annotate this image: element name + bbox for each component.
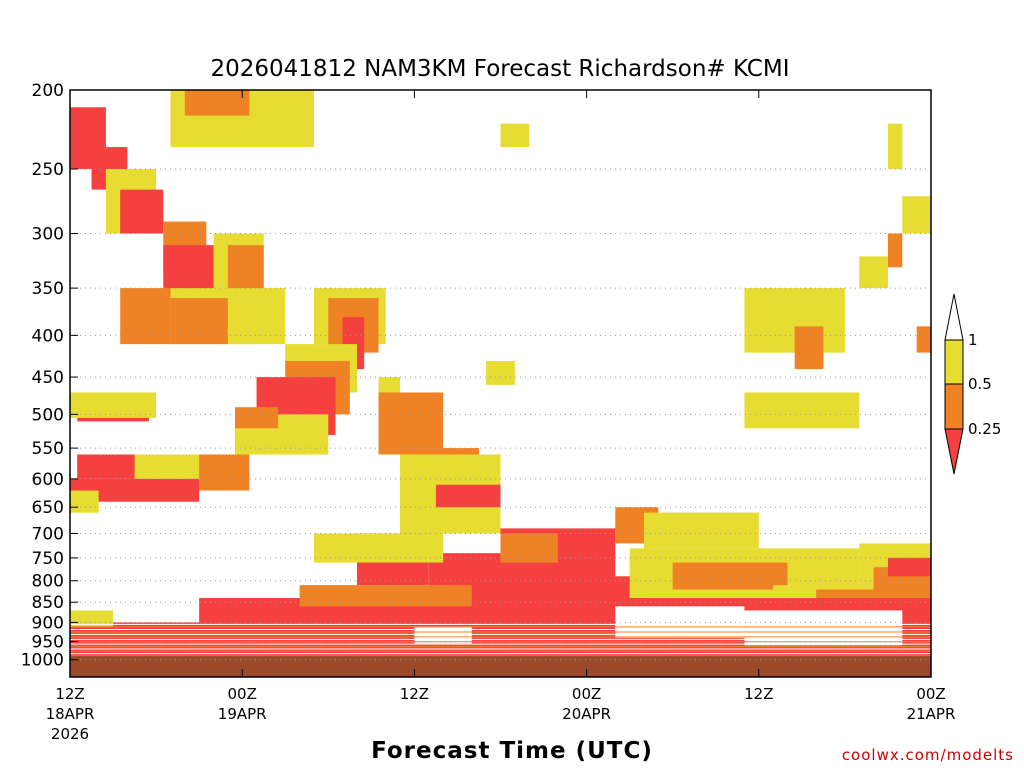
gridlines bbox=[70, 168, 931, 661]
ri-region-yellow bbox=[744, 392, 860, 429]
colorbar-bottom-arrow bbox=[944, 428, 964, 475]
ri-region-orange bbox=[378, 392, 444, 455]
y-tick-label: 500 bbox=[32, 405, 64, 425]
ri-region-red bbox=[887, 557, 931, 577]
ri-gap bbox=[744, 610, 903, 646]
ri-region-orange bbox=[299, 585, 472, 607]
y-tick-label: 550 bbox=[32, 439, 64, 459]
credit-text: coolwx.com/modelts bbox=[842, 746, 1014, 764]
x-tick-label: 00Z bbox=[916, 685, 945, 703]
y-tick-label: 600 bbox=[32, 470, 64, 490]
x-tick-label: 12Z bbox=[55, 685, 84, 703]
ri-region-red bbox=[77, 454, 135, 479]
ri-region-yellow bbox=[70, 490, 99, 513]
ri-region-orange bbox=[199, 454, 250, 491]
colorbar-tick-label: 1 bbox=[968, 331, 978, 349]
surface-band bbox=[70, 656, 931, 677]
y-tick-label: 750 bbox=[32, 549, 64, 569]
x-tick-label: 00Z bbox=[228, 685, 257, 703]
ri-region-orange bbox=[170, 298, 228, 345]
x-tick-date: 21APR bbox=[907, 705, 956, 723]
ri-region-yellow bbox=[902, 196, 931, 234]
y-tick-label: 300 bbox=[32, 225, 64, 245]
ri-region-red bbox=[120, 189, 164, 234]
colorbar-yellow bbox=[944, 339, 964, 385]
ri-region-yellow bbox=[500, 123, 530, 148]
y-axis: 200 250 300 350 400 450 500 550 600 650 700 750 8008… bbox=[21, 81, 78, 671]
y-tick-label: 700 bbox=[32, 524, 64, 544]
colorbar-top-arrow bbox=[944, 293, 964, 341]
y-tick-label: 450 bbox=[32, 368, 64, 388]
x-tick-year: 2026 bbox=[51, 725, 89, 743]
y-tick-label: 250 bbox=[32, 160, 64, 180]
colorbar-orange bbox=[944, 383, 964, 430]
y-tick-label: 950 bbox=[32, 633, 64, 653]
ri-region-red bbox=[70, 478, 200, 502]
x-axis-label: Forecast Time (UTC) bbox=[371, 738, 653, 764]
ri-region-yellow bbox=[644, 512, 759, 549]
ri-region-orange bbox=[887, 233, 903, 268]
colorbar-tick-label: 0.25 bbox=[968, 420, 1001, 438]
ri-region-orange bbox=[794, 326, 824, 370]
ri-region-yellow bbox=[486, 360, 515, 385]
plot-frame bbox=[69, 89, 932, 678]
y-tick-label: 650 bbox=[32, 498, 64, 518]
ri-region-orange bbox=[184, 90, 250, 116]
ri-region-orange bbox=[500, 533, 558, 563]
y-tick-label: 1000 bbox=[21, 651, 64, 671]
x-tick-date: 19APR bbox=[218, 705, 267, 723]
y-tick-label: 800 bbox=[32, 572, 64, 592]
y-tick-label: 900 bbox=[32, 613, 64, 633]
chart-title: 2026041812 NAM3KM Forecast Richardson# K… bbox=[211, 56, 790, 82]
y-tick-label: 400 bbox=[32, 326, 64, 346]
ri-region-orange bbox=[120, 288, 171, 345]
y-tick-label: 200 bbox=[32, 81, 64, 101]
ri-region-orange bbox=[672, 562, 788, 590]
data-layer bbox=[70, 90, 931, 677]
ri-region-orange bbox=[916, 326, 931, 353]
ri-region-red bbox=[435, 484, 501, 508]
x-tick-label: 12Z bbox=[400, 685, 429, 703]
colorbar-legend: 1 0.5 0.25 bbox=[944, 293, 1001, 475]
ri-gap bbox=[615, 606, 745, 638]
ri-region-yellow bbox=[887, 123, 903, 169]
x-tick-date: 18APR bbox=[46, 705, 95, 723]
y-tick-label: 350 bbox=[32, 279, 64, 299]
x-tick-date: 20APR bbox=[562, 705, 611, 723]
ri-region-yellow bbox=[313, 533, 444, 563]
ri-region-orange bbox=[235, 407, 279, 429]
ri-gap bbox=[70, 598, 114, 611]
x-axis: 12Z 18APR 2026 00Z 19APR 12Z 00Z 20APR 12Z 00Z 21A… bbox=[46, 90, 956, 743]
ri-region-yellow bbox=[70, 392, 157, 418]
ri-region-yellow bbox=[859, 256, 888, 289]
y-tick-label: 850 bbox=[32, 593, 64, 613]
x-tick-label: 12Z bbox=[744, 685, 773, 703]
x-tick-label: 00Z bbox=[572, 685, 601, 703]
colorbar-tick-label: 0.5 bbox=[968, 375, 992, 393]
